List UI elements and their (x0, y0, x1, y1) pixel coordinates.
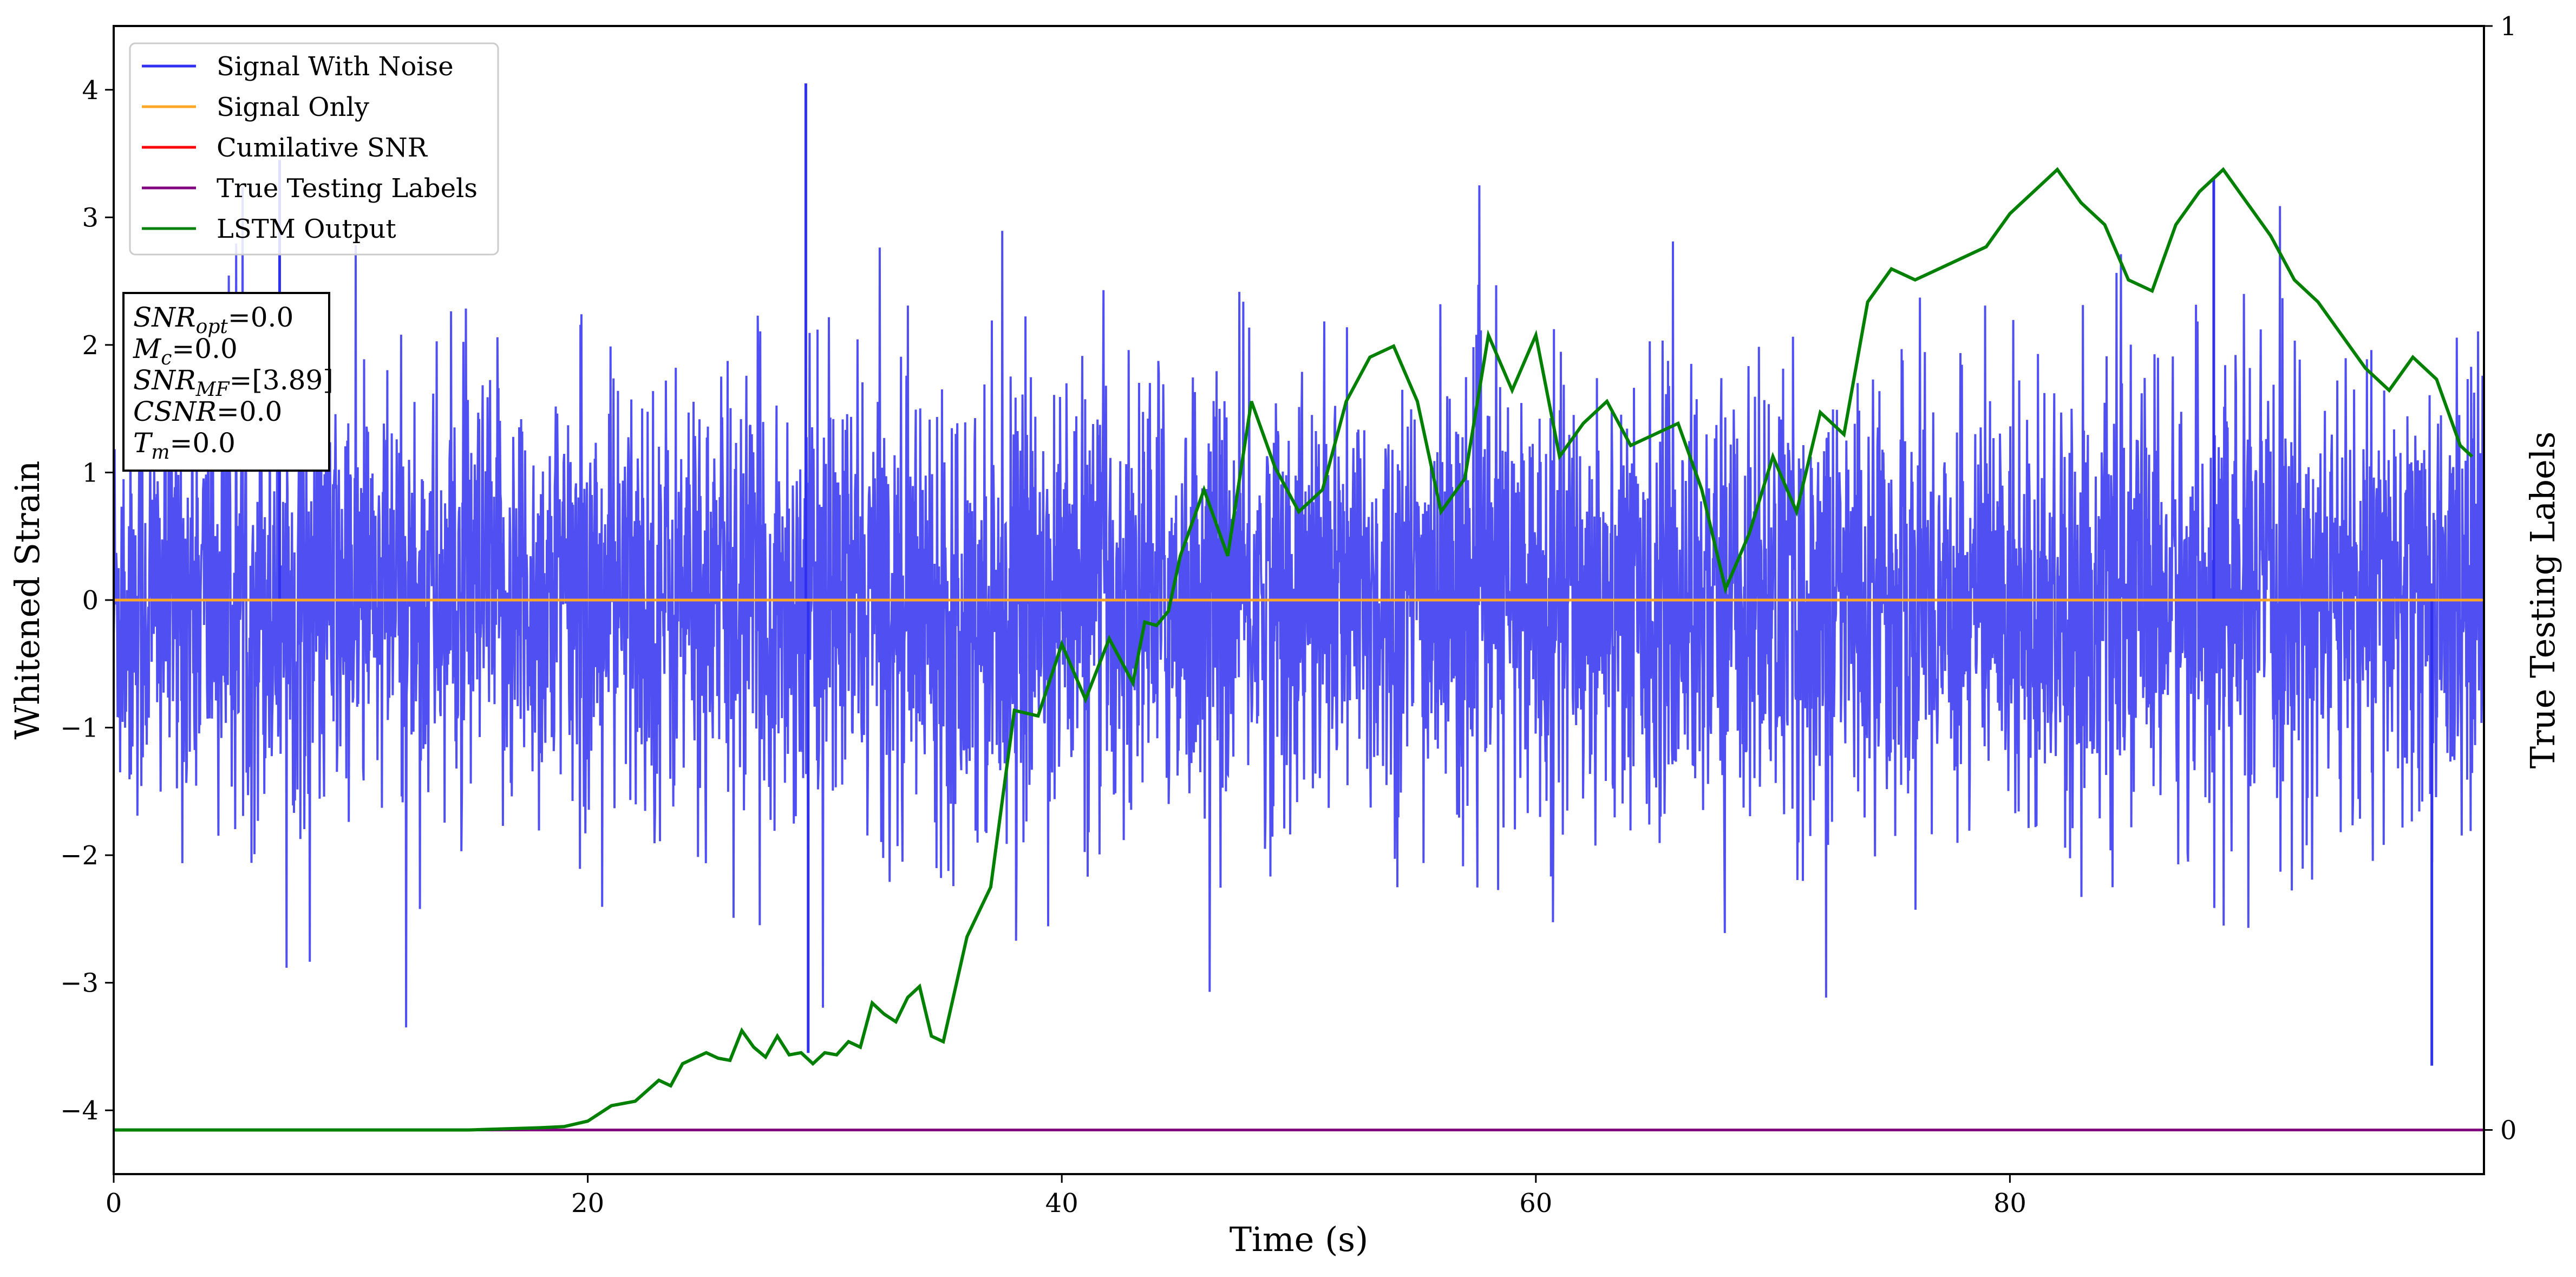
x-tick-label: 80 (1993, 1188, 2026, 1219)
x-tick-label: 40 (1045, 1188, 1078, 1219)
x-tick-label: 20 (571, 1188, 604, 1219)
y-tick-label-right: 1 (2500, 11, 2517, 42)
y-tick-label-right: 0 (2500, 1115, 2517, 1145)
y-tick-label-left: 0 (82, 585, 99, 616)
annotation-box: SNRopt=0.0Mc=0.0SNRMF=[3.89]CSNR=0.0Tm=0… (122, 292, 334, 472)
y-tick-label-left: −4 (60, 1096, 99, 1126)
legend-label-signal-with-noise: Signal With Noise (217, 51, 454, 82)
x-tick-label: 60 (1519, 1188, 1552, 1219)
legend-label-signal-only: Signal Only (217, 92, 369, 122)
annotation-mc: Mc=0.0 (133, 333, 238, 369)
series-lines-layer (114, 167, 2484, 1132)
legend-label-lstm-output: LSTM Output (217, 214, 396, 244)
legend-label-true-testing-labels: True Testing Labels (217, 173, 478, 204)
annotation-snr_opt: SNRopt=0.0 (133, 302, 293, 338)
x-axis-label: Time (s) (1230, 1220, 1369, 1259)
legend-label-cumilative-snr: Cumilative SNR (217, 133, 428, 163)
annotation-snr_mf: SNRMF=[3.89] (133, 364, 334, 401)
y-tick-label-left: 3 (82, 203, 99, 233)
y-tick-label-left: −1 (60, 713, 99, 744)
y-tick-label-left: −3 (60, 968, 99, 999)
annotation-frame (122, 292, 330, 472)
y-tick-label-left: −2 (60, 841, 99, 871)
x-tick-label: 0 (106, 1188, 122, 1219)
annotation-tm: Tm=0.0 (133, 427, 236, 464)
legend-frame (129, 42, 499, 256)
annotation-csnr: CSNR=0.0 (133, 396, 282, 427)
legend: Signal With Noise Signal Only Cumilative S… (129, 42, 499, 256)
y-tick-label-left: 1 (82, 458, 99, 488)
series-lstm-output (114, 167, 2474, 1132)
y-tick-label-left: 4 (82, 75, 99, 106)
y-tick-label-left: 2 (82, 330, 99, 361)
y-axis-label-right: True Testing Labels (2523, 432, 2562, 769)
series-signal-with-noise (113, 185, 2485, 1028)
y-axis-label-left: Whitened Strain (8, 461, 47, 740)
